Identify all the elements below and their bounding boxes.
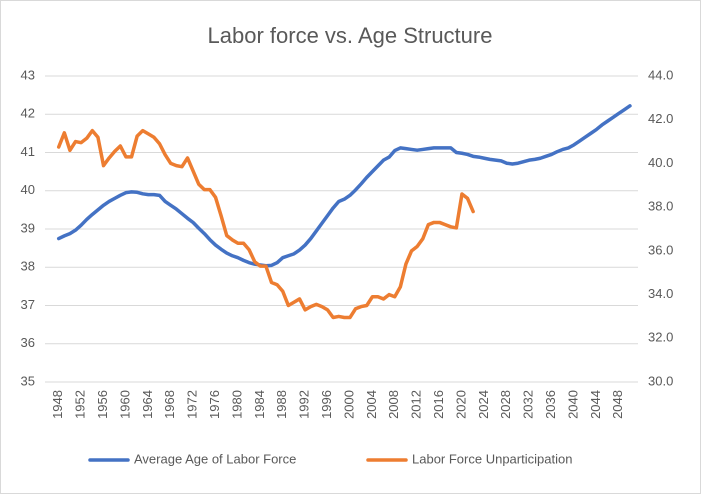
legend-label: Labor Force Unparticipation: [412, 451, 572, 466]
series-line: [56, 104, 632, 268]
x-tick-label: 2024: [476, 390, 491, 419]
x-tick-label: 1980: [229, 390, 244, 419]
y2-tick-label: 30.0: [648, 373, 673, 388]
y2-tick-label: 32.0: [648, 330, 673, 345]
x-tick-label: 1988: [274, 390, 289, 419]
x-tick-label: 1992: [297, 390, 312, 419]
x-tick-label: 2048: [610, 390, 625, 419]
y-tick-label: 37: [21, 297, 35, 312]
y-tick-label: 35: [21, 373, 35, 388]
y-tick-label: 43: [21, 67, 35, 82]
x-tick-label: 1972: [185, 390, 200, 419]
y2-tick-label: 42.0: [648, 111, 673, 126]
x-tick-label: 2008: [386, 390, 401, 419]
y2-tick-label: 34.0: [648, 286, 673, 301]
legend-label: Average Age of Labor Force: [134, 451, 296, 466]
y-tick-label: 42: [21, 106, 35, 121]
x-tick-label: 1952: [73, 390, 88, 419]
x-tick-label: 2012: [409, 390, 424, 419]
x-tick-label: 1996: [319, 390, 334, 419]
y-tick-label: 36: [21, 335, 35, 350]
y2-tick-label: 40.0: [648, 155, 673, 170]
x-tick-label: 1948: [50, 390, 65, 419]
y2-tick-label: 38.0: [648, 199, 673, 214]
x-tick-label: 1960: [117, 390, 132, 419]
x-tick-label: 2032: [521, 390, 536, 419]
y-tick-label: 40: [21, 182, 35, 197]
x-tick-label: 2004: [364, 390, 379, 419]
x-tick-label: 1968: [162, 390, 177, 419]
x-tick-label: 1984: [252, 390, 267, 419]
y2-tick-label: 36.0: [648, 242, 673, 257]
x-tick-label: 2028: [498, 390, 513, 419]
y-tick-label: 38: [21, 259, 35, 274]
series-line: [56, 128, 475, 320]
x-tick-label: 2044: [588, 390, 603, 419]
y-tick-label: 41: [21, 144, 35, 159]
x-tick-label: 1956: [95, 390, 110, 419]
x-tick-label: 2040: [565, 390, 580, 419]
x-tick-label: 2000: [341, 390, 356, 419]
y-tick-label: 39: [21, 220, 35, 235]
chart-title: Labor force vs. Age Structure: [208, 23, 493, 48]
x-tick-label: 1976: [207, 390, 222, 419]
x-tick-label: 2036: [543, 390, 558, 419]
x-tick-label: 2020: [453, 390, 468, 419]
x-tick-label: 2016: [431, 390, 446, 419]
y2-tick-label: 44.0: [648, 67, 673, 82]
x-tick-label: 1964: [140, 390, 155, 419]
